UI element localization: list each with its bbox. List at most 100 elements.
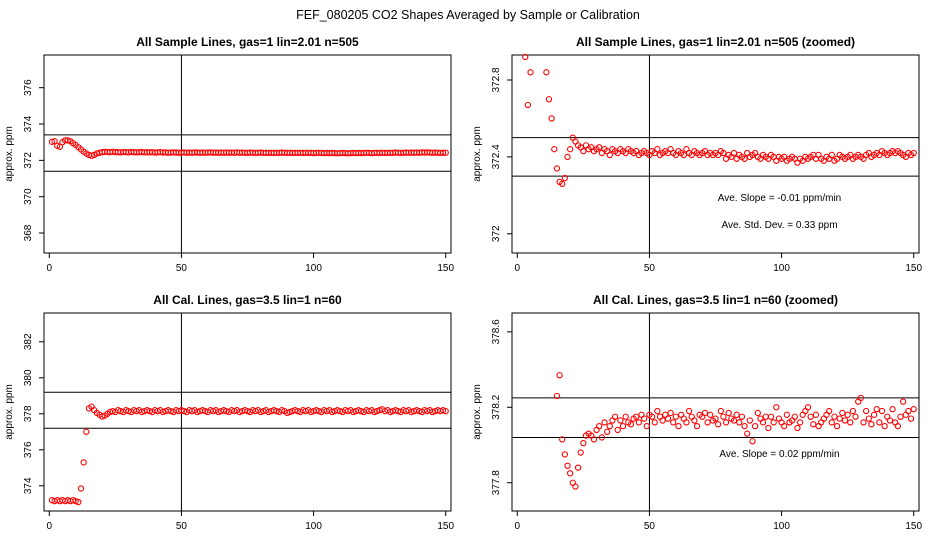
data-point <box>548 115 555 122</box>
panel-3: All Cal. Lines, gas=3.5 lin=1 n=60 0 50 100… <box>4 293 454 532</box>
data-point <box>865 415 872 422</box>
y-tick-label: 376 <box>23 79 34 96</box>
data-point <box>870 411 878 418</box>
y-axis-label: approx. ppm <box>4 384 15 440</box>
plot-frame <box>43 312 452 512</box>
plot-frame <box>43 54 452 254</box>
y-tick-label: 374 <box>23 477 34 494</box>
data-point <box>836 415 843 422</box>
data-point <box>759 419 767 426</box>
x-tick-label: 100 <box>773 521 790 532</box>
data-point <box>606 151 613 159</box>
data-point <box>654 407 661 415</box>
data-point <box>439 149 447 156</box>
data-point <box>722 419 730 426</box>
data-point <box>746 417 754 424</box>
data-point <box>847 419 854 426</box>
data-point <box>783 411 791 418</box>
data-point <box>664 415 672 422</box>
data-point <box>675 422 682 430</box>
data-point <box>712 415 719 422</box>
data-point <box>733 411 740 418</box>
data-point <box>831 413 838 420</box>
data-point <box>590 436 598 443</box>
data-point <box>894 422 902 430</box>
data-point <box>564 153 571 161</box>
data-point <box>670 419 677 426</box>
data-point <box>791 413 798 420</box>
data-point <box>596 422 603 430</box>
data-point <box>603 428 611 435</box>
data-point <box>773 404 780 411</box>
y-tick-label: 376 <box>23 441 34 458</box>
data-point <box>828 151 835 159</box>
data-point <box>730 149 738 157</box>
data-point <box>899 398 907 405</box>
data-point <box>876 419 883 426</box>
data-point <box>693 422 701 430</box>
data-point <box>51 138 58 145</box>
data-point <box>844 411 851 418</box>
data-point <box>561 174 569 182</box>
data-point <box>725 409 732 417</box>
x-tick-label: 50 <box>176 263 188 274</box>
data-point <box>683 419 690 426</box>
data-point <box>868 421 875 428</box>
data-point <box>564 462 571 469</box>
plot-frame <box>511 312 920 512</box>
y-tick-label: 382 <box>23 333 34 350</box>
x-tick-label: 50 <box>176 521 188 532</box>
data-point <box>622 413 629 420</box>
data-point <box>754 409 761 417</box>
data-point <box>857 394 865 402</box>
data-point <box>704 419 711 426</box>
data-point <box>643 422 650 430</box>
data-point <box>543 69 550 76</box>
series-points <box>522 53 917 187</box>
data-point <box>574 464 582 471</box>
data-point <box>765 424 772 432</box>
data-point <box>770 419 777 426</box>
data-point <box>762 413 769 420</box>
data-point <box>559 436 566 443</box>
data-point <box>741 155 748 162</box>
data-point <box>849 407 857 415</box>
data-point <box>56 143 64 150</box>
data-point <box>714 421 722 428</box>
data-point <box>701 409 709 417</box>
data-point <box>873 406 880 413</box>
data-point <box>551 146 558 153</box>
data-point <box>672 413 680 420</box>
data-point <box>812 411 820 418</box>
annotation-text: Ave. Std. Dev. = 0.33 ppm <box>721 220 837 231</box>
y-tick-label: 377.8 <box>491 470 502 495</box>
panel-title: All Cal. Lines, gas=3.5 lin=1 n=60 (zoom… <box>593 293 838 307</box>
data-point <box>553 392 561 400</box>
y-tick-label: 378 <box>23 405 34 422</box>
series-points <box>553 372 917 490</box>
data-point <box>794 424 801 432</box>
data-point <box>651 419 658 426</box>
data-point <box>807 413 814 420</box>
data-point <box>841 417 849 424</box>
y-tick-label: 372.4 <box>491 144 502 169</box>
figure-title: FEF_080205 CO2 Shapes Averaged by Sample… <box>296 8 640 22</box>
y-tick-label: 374 <box>23 115 34 132</box>
data-point <box>617 417 624 424</box>
data-point <box>580 439 587 447</box>
data-point <box>862 407 870 415</box>
panel-title: All Sample Lines, gas=1 lin=2.01 n=505 <box>136 35 359 49</box>
panel-title: All Sample Lines, gas=1 lin=2.01 n=505 (… <box>576 35 855 49</box>
data-point <box>852 413 859 420</box>
data-point <box>522 53 529 61</box>
data-point <box>825 407 833 415</box>
data-point <box>659 417 666 424</box>
x-tick-label: 150 <box>437 521 454 532</box>
data-point <box>559 180 566 187</box>
x-tick-label: 50 <box>644 521 656 532</box>
data-point <box>442 407 449 415</box>
data-point <box>878 407 886 415</box>
data-point <box>577 449 584 456</box>
data-point <box>810 421 817 428</box>
